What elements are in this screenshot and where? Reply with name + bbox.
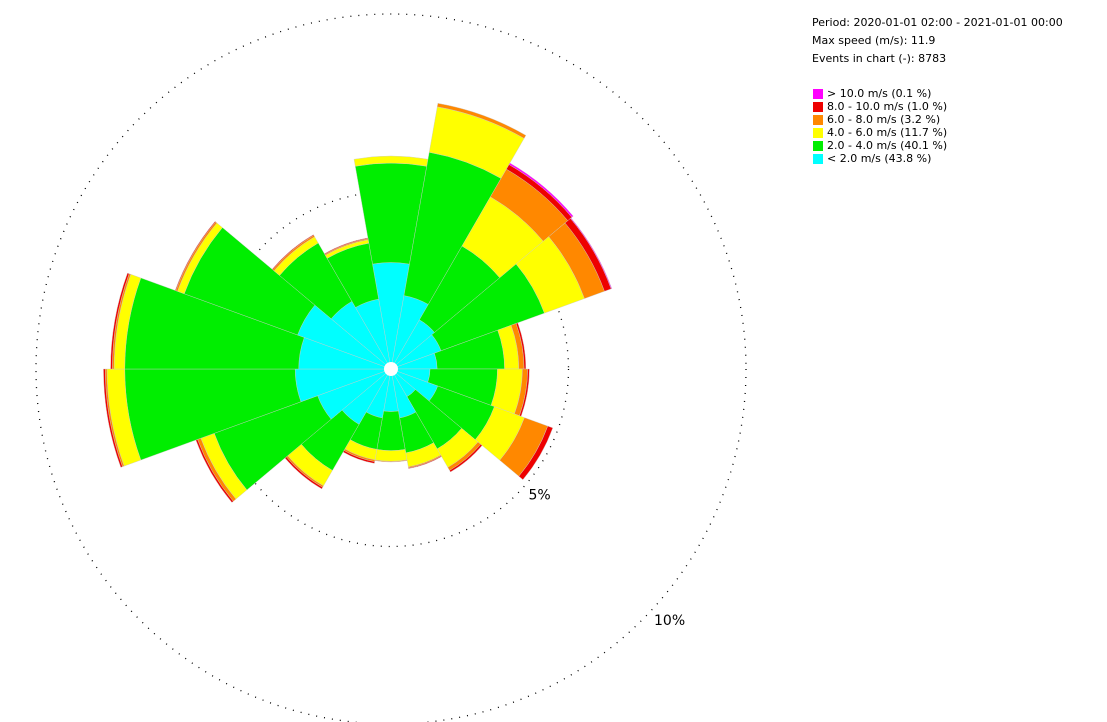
sector-6-bin-4: [518, 425, 554, 480]
legend-entry: 2.0 - 4.0 m/s (40.1 %): [813, 139, 947, 152]
ring-10: [35, 13, 747, 722]
sector-9-bin-2: [374, 449, 408, 462]
legend-entry: 8.0 - 10.0 m/s (1.0 %): [813, 100, 947, 113]
legend-label: < 2.0 m/s (43.8 %): [827, 152, 932, 165]
max-speed-text: Max speed (m/s): 11.9: [812, 34, 936, 47]
legend-swatch: [813, 127, 823, 138]
legend-entry: < 2.0 m/s (43.8 %): [813, 152, 947, 165]
legend-label: 2.0 - 4.0 m/s (40.1 %): [827, 139, 948, 152]
ring-label: 10%: [654, 613, 685, 629]
sector-3-bin-5: [570, 217, 613, 290]
events-text: Events in chart (-): 8783: [812, 52, 947, 65]
legend-swatch: [813, 114, 823, 125]
legend-entry: > 10.0 m/s (0.1 %): [813, 87, 947, 100]
ring-grid: [35, 13, 747, 722]
legend-label: 6.0 - 8.0 m/s (3.2 %): [827, 113, 941, 126]
sector-8-bin-4: [408, 455, 442, 469]
sector-2-bin-5: [508, 162, 574, 218]
legend-label: 4.0 - 6.0 m/s (11.7 %): [827, 126, 948, 139]
legend-entry: 4.0 - 6.0 m/s (11.7 %): [813, 126, 947, 139]
legend-swatch: [813, 140, 823, 151]
sector-1-bin-3: [437, 103, 527, 139]
legend-swatch: [813, 88, 823, 99]
ring-label-group: 5% 10%: [529, 488, 686, 630]
period-text: Period: 2020-01-01 02:00 - 2021-01-01 00…: [812, 16, 1063, 29]
legend-entry: 6.0 - 8.0 m/s (3.2 %): [813, 113, 947, 126]
center-dot: [384, 362, 398, 376]
info-panel: Period: 2020-01-01 02:00 - 2021-01-01 00…: [812, 14, 1063, 68]
legend-label: 8.0 - 10.0 m/s (1.0 %): [827, 100, 948, 113]
legend: > 10.0 m/s (0.1 %) 8.0 - 10.0 m/s (1.0 %)…: [813, 87, 947, 165]
sector-7-bin-4: [449, 444, 483, 473]
legend-swatch: [813, 153, 823, 164]
legend-swatch: [813, 101, 823, 112]
sector-14-bin-4: [110, 272, 130, 370]
ring-5: [212, 190, 570, 548]
ring-label: 5%: [529, 488, 551, 504]
legend-label: > 10.0 m/s (0.1 %): [827, 87, 932, 100]
sector-17-bin-4: [324, 237, 369, 255]
wind-rose-chart: 5% 10%: [35, 13, 747, 722]
sector-15-bin-4: [174, 221, 216, 291]
sector-13-bin-4: [103, 368, 123, 468]
sector-16-bin-4: [271, 234, 315, 271]
sector-group: [103, 103, 613, 503]
